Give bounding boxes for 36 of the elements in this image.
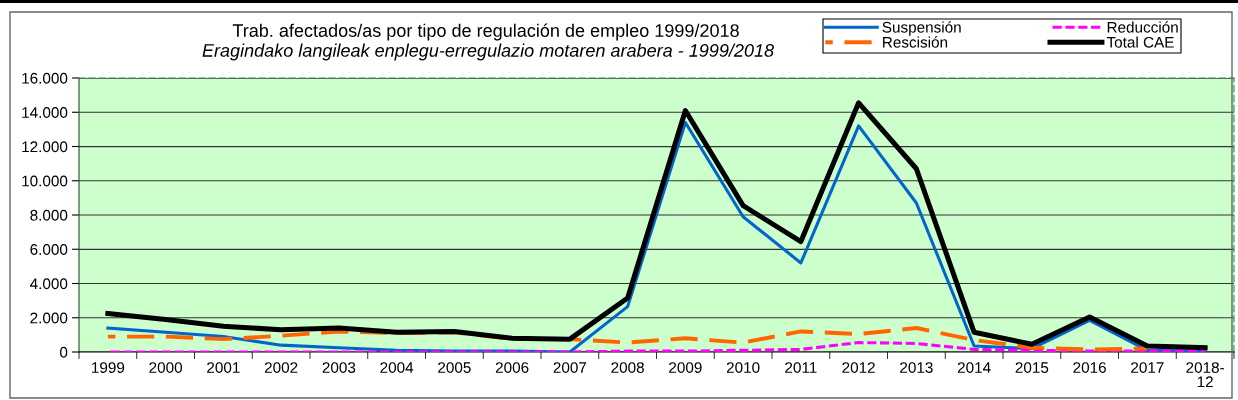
x-tick-label: 2013 — [900, 362, 933, 373]
x-tick-label: 2008 — [611, 362, 644, 373]
x-tick-label: 2001 — [207, 362, 240, 373]
legend-label: Rescisión — [883, 36, 948, 48]
x-tick-label: 2018- 12 — [1186, 362, 1224, 388]
x-tick-label: 2012 — [842, 362, 875, 373]
x-tick-label: 2006 — [495, 362, 529, 373]
x-tick-label: 2016 — [1073, 362, 1106, 373]
y-tick-label: 8.000 — [30, 209, 68, 221]
chart-subtitle: Eragindako langileak enplegu-erregulazio motaren arabera - 1999/2018 — [202, 43, 774, 61]
y-tick-label: 6.000 — [30, 244, 68, 255]
y-tick-label: 16.000 — [22, 72, 68, 84]
chart-title: Trab. afectados/as por tipo de regulación de empleo 1999/2018 — [232, 23, 739, 41]
legend-label: Reducción — [1107, 21, 1178, 33]
x-tick-label: 2015 — [1015, 362, 1049, 373]
y-tick-label: 4.000 — [30, 278, 68, 290]
x-tick-label: 1999 — [92, 362, 125, 373]
x-tick-label: 2004 — [380, 362, 414, 373]
x-tick-label: 2009 — [669, 362, 702, 373]
x-tick-label: 2010 — [726, 362, 760, 373]
x-tick-label: 2005 — [438, 362, 471, 373]
line-series — [105, 326, 1150, 352]
x-tick-label: 2007 — [553, 362, 587, 373]
y-tick-label: 14.000 — [22, 107, 68, 118]
x-tick-label: 2017 — [1131, 362, 1164, 373]
x-tick-label: 2002 — [264, 362, 298, 373]
x-tick-label: 2011 — [785, 362, 817, 373]
y-tick-label: 0 — [59, 346, 68, 358]
x-tick-label: 2000 — [149, 362, 183, 373]
x-tick-label: 2003 — [322, 362, 356, 373]
legend-label: Total CAE — [1106, 36, 1174, 48]
y-tick-label: 10.000 — [22, 175, 68, 187]
y-tick-label: 12.000 — [22, 141, 68, 153]
y-tick-label: 2.000 — [30, 312, 68, 324]
legend-label: Suspensión — [882, 21, 961, 36]
x-tick-label: 2014 — [957, 362, 991, 373]
